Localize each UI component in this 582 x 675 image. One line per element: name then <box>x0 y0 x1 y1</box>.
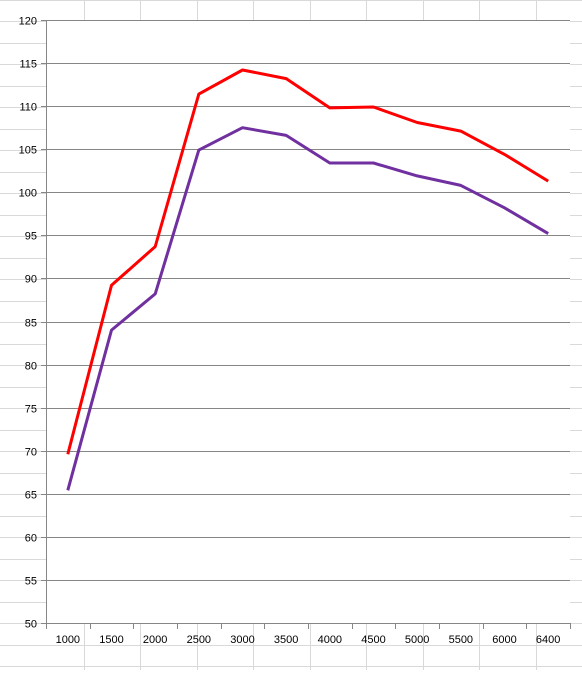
x-tick-label: 1500 <box>99 634 123 646</box>
x-tick-label: 6000 <box>492 634 516 646</box>
y-tick-label: 110 <box>19 102 37 114</box>
x-axis-tick-labels: 1000 1500 2000 2500 3000 3500 4000 4500 5000 5500… <box>56 634 561 646</box>
y-tick-label: 120 <box>19 16 37 28</box>
series-line-2 <box>66 126 549 491</box>
y-tick-label: 75 <box>25 404 37 416</box>
x-tick-label: 2000 <box>143 634 167 646</box>
series-line-1 <box>66 68 549 455</box>
y-tick-label: 55 <box>25 576 37 588</box>
x-tick-label: 3000 <box>230 634 254 646</box>
x-tick-label: 1000 <box>56 634 80 646</box>
plot-area <box>46 20 570 623</box>
y-tick-label: 70 <box>25 447 37 459</box>
y-tick-label: 65 <box>25 490 37 502</box>
y-tick-label: 115 <box>19 59 37 71</box>
x-tick-label: 3500 <box>274 634 298 646</box>
x-tick-label: 6400 <box>536 634 560 646</box>
y-tick-label: 60 <box>25 533 37 545</box>
y-tick-label: 80 <box>25 361 37 373</box>
x-tick-label: 5500 <box>449 634 473 646</box>
series-lines <box>66 68 549 491</box>
y-tick-label: 100 <box>19 188 37 200</box>
x-tick-label: 4500 <box>361 634 385 646</box>
y-tick-label: 95 <box>25 231 37 243</box>
x-tick-label: 5000 <box>405 634 429 646</box>
y-tick-label: 105 <box>19 145 37 157</box>
y-tick-label: 50 <box>25 619 37 631</box>
axes <box>46 20 571 629</box>
x-tick-label: 2500 <box>187 634 211 646</box>
x-tick-label: 4000 <box>318 634 342 646</box>
y-axis-tick-labels: 50 55 60 65 70 75 80 85 90 95 100 105 110 115 120 <box>19 16 37 631</box>
y-tick-label: 90 <box>25 274 37 286</box>
y-tick-label: 85 <box>25 318 37 330</box>
